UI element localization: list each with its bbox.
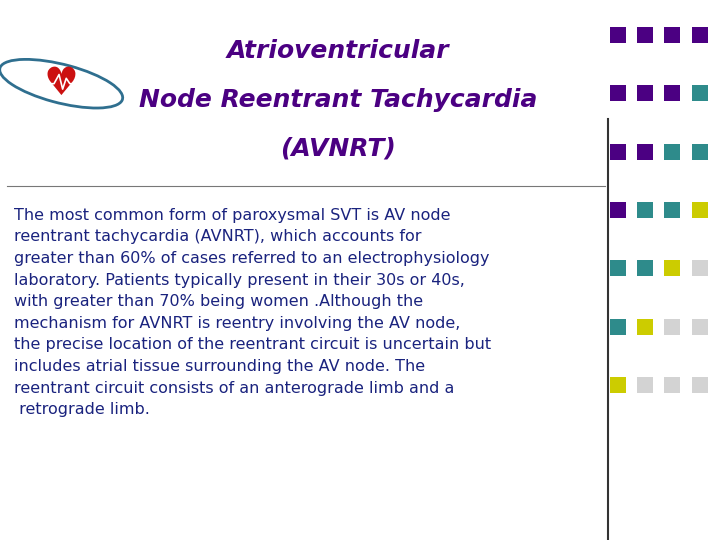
Point [639,381,651,389]
Point [639,147,651,156]
Text: The most common form of paroxysmal SVT is AV node
reentrant tachycardia (AVNRT),: The most common form of paroxysmal SVT i… [14,208,492,417]
Point [694,264,706,273]
Point [612,31,624,39]
Point [694,381,706,389]
Text: Atrioventricular: Atrioventricular [227,39,450,63]
Point [694,147,706,156]
Point [612,264,624,273]
Point [639,89,651,98]
Point [667,147,678,156]
Text: (AVNRT): (AVNRT) [281,137,396,160]
Point [612,147,624,156]
Point [667,264,678,273]
Point [639,322,651,331]
Point [694,322,706,331]
Point [612,206,624,214]
Point [639,264,651,273]
Text: Node Reentrant Tachycardia: Node Reentrant Tachycardia [139,88,538,112]
Point [639,31,651,39]
Point [667,31,678,39]
Point [694,206,706,214]
Point [639,206,651,214]
Text: ♥: ♥ [44,65,78,103]
Point [694,31,706,39]
Point [667,322,678,331]
Point [667,206,678,214]
Point [694,89,706,98]
Point [667,381,678,389]
Point [612,381,624,389]
Point [612,89,624,98]
Point [612,322,624,331]
Point [667,89,678,98]
